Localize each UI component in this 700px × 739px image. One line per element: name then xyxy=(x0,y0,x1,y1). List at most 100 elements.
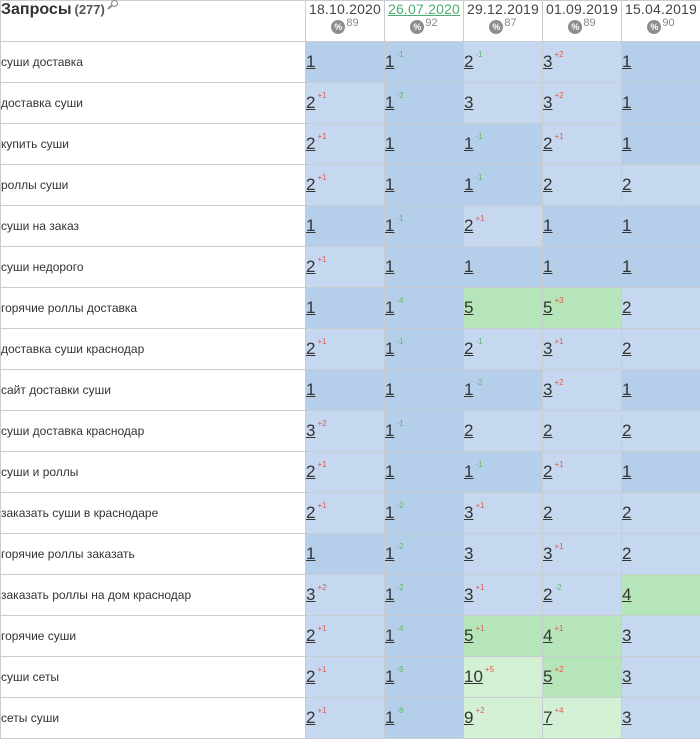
position-link[interactable]: 2 xyxy=(543,175,553,194)
position-link[interactable]: 1 xyxy=(622,380,632,399)
position-link[interactable]: 1 xyxy=(543,216,553,235)
position-link[interactable]: 2 xyxy=(622,339,632,358)
position-link[interactable]: 1 xyxy=(622,93,632,112)
position-link[interactable]: 1 xyxy=(464,380,474,399)
position-link[interactable]: 2 xyxy=(543,421,553,440)
position-link[interactable]: 1 xyxy=(385,216,395,235)
position-link[interactable]: 1 xyxy=(622,52,632,71)
position-link[interactable]: 2 xyxy=(464,421,474,440)
position-link[interactable]: 2 xyxy=(306,175,316,194)
position-link[interactable]: 1 xyxy=(306,298,316,317)
date-label[interactable]: 26.07.2020 xyxy=(387,1,461,17)
position-link[interactable]: 1 xyxy=(385,462,395,481)
search-icon[interactable] xyxy=(107,0,120,12)
position-link[interactable]: 1 xyxy=(385,175,395,194)
position-link[interactable]: 7 xyxy=(543,708,553,727)
position-link[interactable]: 4 xyxy=(543,626,553,645)
position-link[interactable]: 3 xyxy=(543,380,553,399)
date-label[interactable]: 18.10.2020 xyxy=(308,1,382,17)
position-link[interactable]: 2 xyxy=(306,462,316,481)
position-link[interactable]: 2 xyxy=(464,216,474,235)
position-link[interactable]: 3 xyxy=(543,52,553,71)
position-link[interactable]: 5 xyxy=(543,667,553,686)
position-link[interactable]: 2 xyxy=(306,257,316,276)
position-link[interactable]: 2 xyxy=(543,503,553,522)
position-link[interactable]: 2 xyxy=(543,585,553,604)
position-link[interactable]: 5 xyxy=(543,298,553,317)
position-link[interactable]: 1 xyxy=(622,216,632,235)
date-column-header[interactable]: 15.04.2019% 90 xyxy=(621,0,700,42)
position-link[interactable]: 2 xyxy=(464,339,474,358)
position-link[interactable]: 1 xyxy=(464,257,474,276)
percent-icon[interactable]: % xyxy=(331,20,346,34)
queries-header[interactable]: Запросы (277) xyxy=(0,0,306,42)
position-link[interactable]: 3 xyxy=(306,421,316,440)
position-link[interactable]: 3 xyxy=(464,93,474,112)
position-link[interactable]: 3 xyxy=(464,544,474,563)
position-link[interactable]: 1 xyxy=(622,134,632,153)
date-label[interactable]: 29.12.2019 xyxy=(466,1,540,17)
date-label[interactable]: 15.04.2019 xyxy=(624,1,698,17)
position-link[interactable]: 1 xyxy=(385,667,395,686)
position-link[interactable]: 1 xyxy=(543,257,553,276)
position-link[interactable]: 3 xyxy=(306,585,316,604)
position-link[interactable]: 2 xyxy=(306,626,316,645)
position-link[interactable]: 1 xyxy=(385,626,395,645)
position-link[interactable]: 1 xyxy=(385,134,395,153)
position-link[interactable]: 1 xyxy=(464,134,474,153)
position-link[interactable]: 1 xyxy=(385,380,395,399)
date-label[interactable]: 01.09.2019 xyxy=(545,1,619,17)
position-link[interactable]: 3 xyxy=(543,93,553,112)
position-link[interactable]: 3 xyxy=(543,544,553,563)
position-link[interactable]: 3 xyxy=(543,339,553,358)
position-link[interactable]: 3 xyxy=(622,626,632,645)
position-link[interactable]: 2 xyxy=(306,134,316,153)
percent-icon[interactable]: % xyxy=(647,20,662,34)
position-link[interactable]: 1 xyxy=(385,585,395,604)
position-link[interactable]: 2 xyxy=(543,134,553,153)
position-link[interactable]: 2 xyxy=(306,667,316,686)
date-column-header[interactable]: 01.09.2019% 89 xyxy=(542,0,622,42)
position-link[interactable]: 1 xyxy=(464,462,474,481)
position-link[interactable]: 1 xyxy=(385,708,395,727)
percent-icon[interactable]: % xyxy=(568,20,583,34)
position-link[interactable]: 2 xyxy=(622,503,632,522)
position-link[interactable]: 4 xyxy=(622,585,632,604)
position-link[interactable]: 5 xyxy=(464,298,474,317)
position-link[interactable]: 2 xyxy=(306,93,316,112)
date-column-header[interactable]: 29.12.2019% 87 xyxy=(463,0,543,42)
position-link[interactable]: 1 xyxy=(306,52,316,71)
position-link[interactable]: 2 xyxy=(622,175,632,194)
position-link[interactable]: 3 xyxy=(622,667,632,686)
position-link[interactable]: 1 xyxy=(464,175,474,194)
position-link[interactable]: 1 xyxy=(306,544,316,563)
position-link[interactable]: 5 xyxy=(464,626,474,645)
percent-icon[interactable]: % xyxy=(489,20,504,34)
date-column-header[interactable]: 18.10.2020% 89 xyxy=(305,0,385,42)
position-link[interactable]: 1 xyxy=(385,298,395,317)
position-link[interactable]: 9 xyxy=(464,708,474,727)
position-link[interactable]: 1 xyxy=(385,503,395,522)
position-link[interactable]: 2 xyxy=(306,708,316,727)
position-link[interactable]: 1 xyxy=(385,93,395,112)
position-link[interactable]: 2 xyxy=(622,298,632,317)
position-link[interactable]: 1 xyxy=(306,380,316,399)
position-link[interactable]: 1 xyxy=(622,462,632,481)
position-link[interactable]: 2 xyxy=(306,339,316,358)
position-link[interactable]: 1 xyxy=(306,216,316,235)
position-link[interactable]: 1 xyxy=(385,421,395,440)
position-link[interactable]: 2 xyxy=(622,421,632,440)
position-link[interactable]: 2 xyxy=(622,544,632,563)
position-link[interactable]: 2 xyxy=(306,503,316,522)
position-link[interactable]: 3 xyxy=(464,503,474,522)
position-link[interactable]: 2 xyxy=(543,462,553,481)
percent-icon[interactable]: % xyxy=(410,20,425,34)
position-link[interactable]: 3 xyxy=(622,708,632,727)
position-link[interactable]: 1 xyxy=(622,257,632,276)
position-link[interactable]: 2 xyxy=(464,52,474,71)
position-link[interactable]: 1 xyxy=(385,257,395,276)
position-link[interactable]: 1 xyxy=(385,339,395,358)
position-link[interactable]: 10 xyxy=(464,667,483,686)
position-link[interactable]: 1 xyxy=(385,52,395,71)
position-link[interactable]: 3 xyxy=(464,585,474,604)
